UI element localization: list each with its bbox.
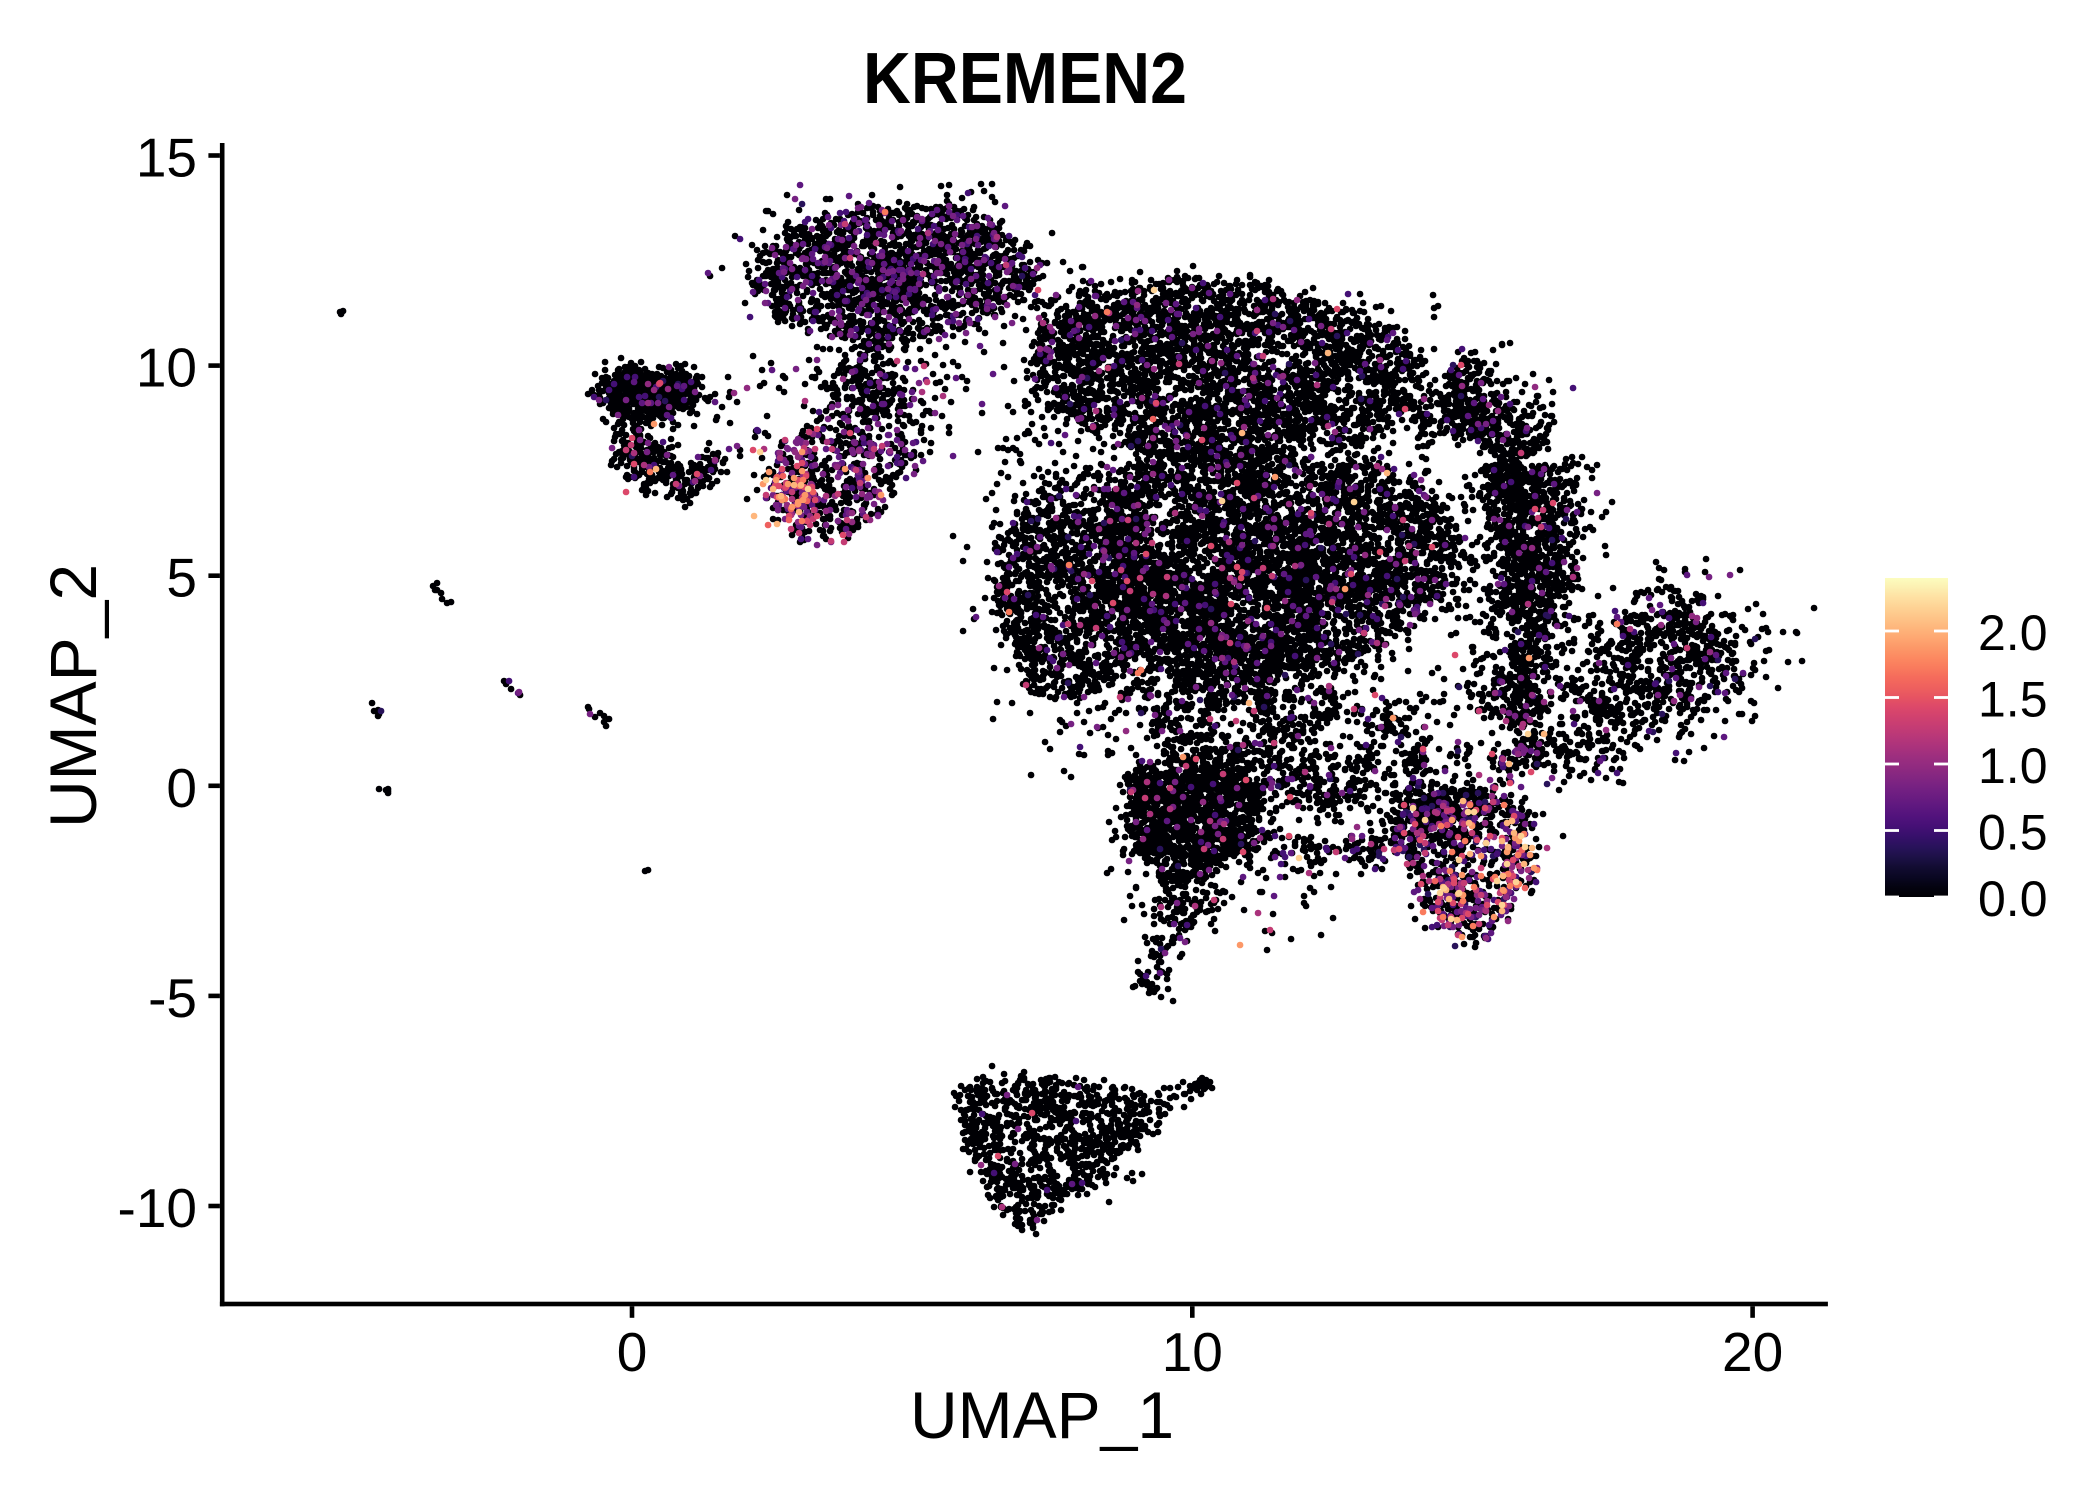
svg-text:5: 5	[166, 547, 197, 609]
svg-text:0: 0	[617, 1321, 648, 1383]
svg-text:1.5: 1.5	[1978, 672, 2048, 728]
svg-text:1.0: 1.0	[1978, 738, 2048, 794]
svg-text:10: 10	[136, 337, 197, 399]
svg-text:UMAP_2: UMAP_2	[36, 564, 110, 828]
svg-text:15: 15	[136, 127, 197, 189]
svg-text:UMAP_1: UMAP_1	[910, 1378, 1174, 1452]
svg-text:0.0: 0.0	[1978, 871, 2048, 927]
svg-text:0.5: 0.5	[1978, 805, 2048, 861]
svg-text:-5: -5	[148, 967, 197, 1029]
svg-text:-10: -10	[118, 1177, 198, 1239]
svg-text:0: 0	[166, 757, 197, 819]
svg-text:KREMEN2: KREMEN2	[863, 39, 1187, 119]
svg-text:2.0: 2.0	[1978, 605, 2048, 661]
svg-text:20: 20	[1722, 1321, 1783, 1383]
svg-text:10: 10	[1162, 1321, 1223, 1383]
